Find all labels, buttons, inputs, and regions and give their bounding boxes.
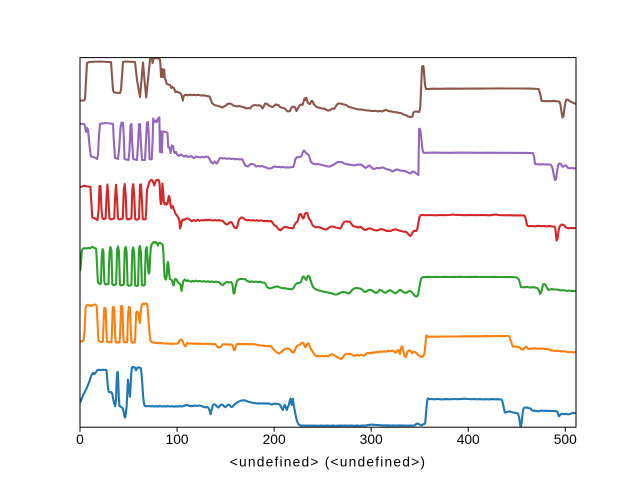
svg-text:400: 400: [457, 432, 480, 447]
svg-text:<undefined> (<undefined>): <undefined> (<undefined>): [230, 455, 426, 470]
svg-text:500: 500: [554, 432, 577, 447]
svg-text:200: 200: [263, 432, 286, 447]
svg-text:300: 300: [360, 432, 383, 447]
svg-text:0: 0: [76, 432, 84, 447]
svg-text:100: 100: [166, 432, 189, 447]
